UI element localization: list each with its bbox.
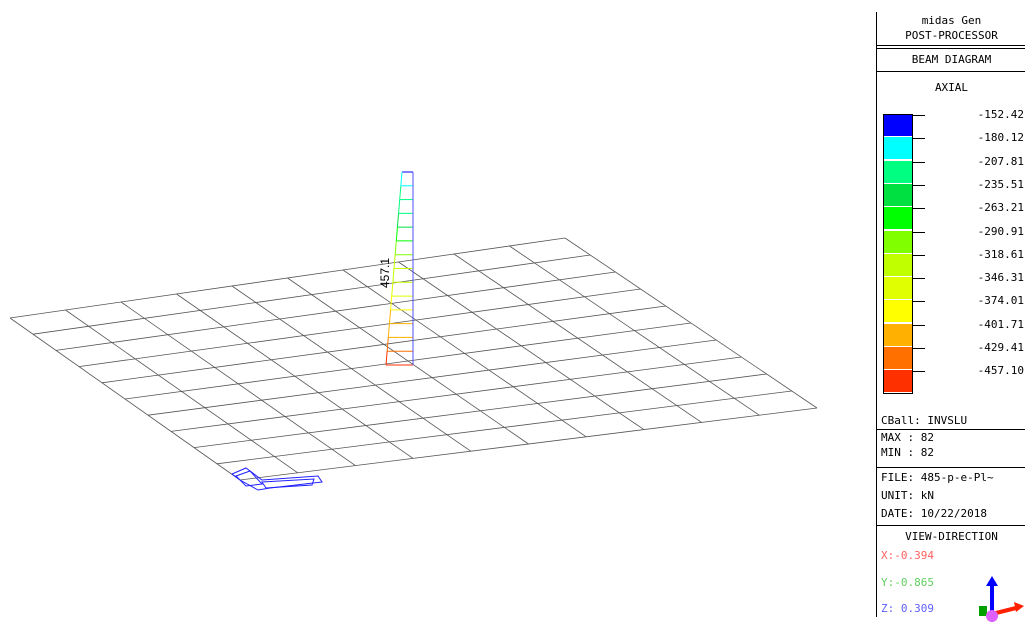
support-outline: [261, 478, 315, 489]
unit-label: UNIT: kN: [881, 489, 934, 502]
legend-color-swatch: [883, 300, 913, 323]
module-name: POST-PROCESSOR: [905, 29, 998, 42]
diagram-outline: [388, 309, 392, 324]
legend-value: -457.10: [977, 364, 1024, 378]
model-viewport[interactable]: 457.1: [0, 0, 870, 617]
divider: [877, 45, 1025, 46]
legend-value: -429.41: [977, 341, 1024, 354]
divider: [877, 71, 1025, 72]
legend-color-swatch: [883, 347, 913, 369]
diagram-outline: [393, 254, 396, 269]
legend-value: -401.71: [977, 317, 1024, 331]
grid-line: [193, 373, 767, 448]
view-direction-y: Y:-0.865: [881, 576, 934, 589]
diagram-outline: [400, 171, 403, 186]
diagram-outline: [394, 240, 397, 255]
diagram-outline: [391, 282, 394, 297]
panel-divider: [876, 12, 877, 617]
diagram-outline: [392, 268, 395, 283]
legend-tick: [913, 371, 925, 373]
load-case: CBall: INVSLU: [881, 414, 968, 427]
legend-color-swatch: [883, 253, 913, 276]
date-label: DATE: 10/22/2018: [881, 507, 987, 520]
diagram-outline: [390, 296, 393, 310]
legend-panel: midas Gen POST-PROCESSOR BEAM DIAGRAM AX…: [876, 0, 1026, 622]
legend-color-swatch: [883, 370, 913, 393]
grid-line: [55, 271, 616, 351]
legend-tick: [913, 348, 925, 349]
legend-color-swatch: [883, 207, 913, 230]
legend-tick: [913, 208, 925, 210]
model-canvas[interactable]: 457.1: [0, 0, 870, 617]
max-label: MAX : 82: [881, 431, 934, 444]
legend-tick: [913, 301, 925, 303]
legend-tick: [913, 115, 925, 116]
grid-line: [101, 305, 666, 384]
grid-line: [239, 407, 818, 481]
column-axial-diagram: [385, 171, 414, 366]
legend-value: -374.01: [977, 294, 1024, 308]
legend-color-swatch: [883, 183, 913, 206]
grid-line: [170, 356, 742, 432]
legend-frame: [883, 114, 913, 394]
diagram-outline: [387, 323, 390, 338]
diagram-outline: [385, 351, 388, 366]
legend-color-swatch: [883, 323, 913, 346]
min-label: MIN : 82: [881, 446, 934, 459]
grid-line: [124, 322, 692, 400]
legend-color-swatch: [883, 277, 913, 300]
view-direction-z: Z: 0.309: [881, 602, 934, 615]
support-outline: [235, 470, 264, 487]
legend-color-swatch: [883, 160, 913, 183]
legend-value: -180.12: [977, 131, 1024, 145]
legend-value: -235.51: [977, 177, 1024, 191]
floor-grid: [9, 237, 818, 481]
diagram-type: BEAM DIAGRAM: [911, 53, 992, 66]
legend-tick: [913, 184, 925, 186]
legend-value: -263.21: [977, 201, 1024, 215]
axis-triad-icon: [979, 576, 1024, 622]
view-direction-title: VIEW-DIRECTION: [905, 530, 998, 543]
legend-tick: [913, 161, 925, 163]
app-name: midas Gen: [921, 14, 982, 27]
legend-tick: [913, 324, 925, 326]
support-element: [231, 467, 323, 491]
legend-tick: [913, 278, 925, 280]
divider: [877, 467, 1025, 468]
legend-value: -318.61: [977, 247, 1024, 261]
diagram-outline: [395, 227, 398, 241]
diagram-outline: [386, 337, 389, 352]
divider: [877, 48, 1025, 49]
diagram-outline: [398, 199, 401, 214]
legend-tick: [913, 231, 925, 233]
view-direction-x: X:-0.394: [881, 549, 934, 562]
file-label: FILE: 485-p-e-Pl~: [881, 471, 994, 484]
grid-line: [147, 339, 717, 416]
legend-value: -152.42: [977, 108, 1024, 121]
legend-tick: [913, 254, 925, 256]
legend-tick: [913, 138, 925, 140]
divider: [877, 429, 1025, 430]
diagram-outline: [399, 185, 402, 200]
diagram-value-label: 457.1: [378, 258, 392, 288]
diagram-outline: [396, 213, 400, 228]
legend-value: -346.31: [977, 271, 1024, 285]
legend-value: -207.81: [977, 154, 1024, 168]
grid-line: [9, 237, 566, 319]
legend-value: -290.91: [977, 224, 1024, 238]
legend-color-swatch: [883, 230, 913, 253]
legend-color-swatch: [883, 114, 913, 136]
grid-line: [216, 390, 792, 465]
grid-line: [32, 254, 591, 335]
component-title: AXIAL: [934, 81, 969, 94]
divider: [877, 525, 1025, 526]
grid-line: [78, 288, 641, 367]
legend-color-swatch: [883, 137, 913, 160]
